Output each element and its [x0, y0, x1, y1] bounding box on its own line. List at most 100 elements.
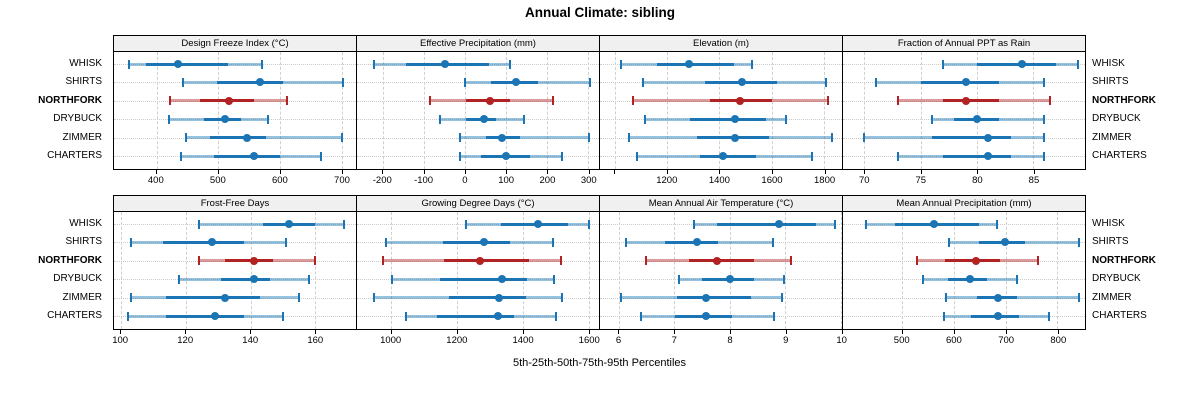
site-label-charters: CHARTERS	[1092, 310, 1147, 321]
row-gridline	[357, 156, 599, 157]
median-dot	[497, 275, 506, 284]
panel-band-bottom: Frost-Free Days Growing Degree Days (°C) M…	[112, 195, 1086, 350]
median-dot	[961, 78, 970, 87]
whisker-cap	[863, 133, 866, 143]
axis-tick	[464, 170, 466, 174]
axis-tick-label: 160	[307, 335, 324, 346]
whisker-cap	[625, 237, 628, 247]
header-strip-bottom: Frost-Free Days Growing Degree Days (°C) M…	[113, 195, 1086, 212]
tick-gridline	[976, 52, 978, 169]
whisker-cap	[197, 256, 200, 266]
tick-gridline	[280, 52, 282, 169]
axis-tick	[730, 330, 732, 334]
whisker-cap	[561, 151, 564, 161]
tick-gridline	[250, 212, 252, 329]
tick-gridline	[953, 212, 955, 329]
axis-tick	[456, 330, 458, 334]
whisker-cap	[916, 256, 919, 266]
median-dot	[221, 115, 230, 124]
row-gridline	[357, 137, 599, 139]
whisker-cap	[384, 237, 387, 247]
whisker-cap	[588, 133, 591, 143]
whisker-cap	[405, 311, 408, 321]
median-dot	[256, 78, 265, 87]
whisker-cap	[197, 219, 200, 229]
axis-tick	[423, 170, 425, 174]
whisker-cap	[1043, 151, 1046, 161]
tick-gridline	[522, 212, 524, 329]
site-label-shirts: SHIRTS	[1092, 76, 1129, 88]
axis-tick	[382, 170, 384, 174]
row-gridline	[114, 64, 356, 65]
whisker-cap	[342, 77, 345, 87]
range-25-75	[943, 154, 1011, 158]
tick-gridline	[391, 212, 393, 329]
axis-tick-label: 500	[209, 175, 226, 186]
axis-tick	[772, 170, 773, 174]
axis-tick-label: -200	[372, 175, 392, 186]
site-label-shirts: SHIRTS	[65, 236, 103, 248]
range-25-75	[163, 240, 245, 244]
median-dot	[972, 115, 981, 124]
tick-gridline	[920, 52, 922, 169]
whisker-cap	[945, 293, 948, 303]
axis-cell: -200 -100 0 100 200 300	[356, 170, 599, 190]
axis-tick	[824, 170, 826, 174]
axis-tick-label: 1400	[708, 175, 730, 186]
median-dot	[1017, 60, 1026, 68]
row-gridline	[114, 224, 356, 225]
median-dot	[1001, 238, 1010, 247]
whisker-cap	[810, 151, 813, 161]
range-25-75	[437, 314, 515, 318]
axis-tick	[341, 170, 343, 174]
axis-tick-label: 800	[1050, 335, 1067, 346]
site-label-charters: CHARTERS	[1092, 150, 1147, 161]
range-25-75	[665, 240, 718, 244]
whisker-cap	[677, 274, 680, 284]
site-label-shirts: SHIRTS	[65, 76, 103, 88]
axis-tick	[217, 170, 219, 174]
tick-gridline	[547, 52, 549, 169]
site-label-drybuck: DRYBUCK	[53, 273, 102, 285]
range-25-75	[690, 117, 766, 121]
axis-tick-label: 300	[580, 175, 597, 186]
tick-gridline	[823, 52, 825, 169]
whisker-cap	[179, 151, 182, 161]
tick-gridline	[1005, 212, 1007, 329]
tick-gridline	[218, 52, 220, 169]
axis-tick-label: 600	[271, 175, 288, 186]
whisker-cap	[281, 311, 284, 321]
median-dot	[475, 256, 484, 265]
axis-tick-label: 80	[972, 175, 983, 186]
whisker-cap	[620, 293, 623, 303]
median-dot	[249, 256, 258, 265]
median-dot	[207, 238, 216, 247]
range-25-75	[657, 62, 734, 66]
site-label-zimmer: ZIMMER	[1092, 291, 1132, 303]
range-25-75	[217, 80, 283, 84]
whisker-cap	[552, 274, 555, 284]
axis-tick	[250, 330, 252, 334]
range-5-95	[460, 136, 590, 140]
whisker-cap	[587, 219, 590, 229]
axis-tick	[589, 330, 591, 334]
range-25-75	[442, 240, 511, 244]
tick-gridline	[465, 52, 467, 169]
whisker-cap	[620, 59, 623, 69]
whisker-cap	[789, 256, 792, 266]
whisker-cap	[643, 114, 646, 124]
axis-tick	[618, 330, 620, 334]
panel-header: Growing Degree Days (°C)	[357, 196, 600, 211]
panel-title: Mean Annual Precipitation (mm)	[896, 198, 1032, 209]
axis-tick-label: 500	[893, 335, 910, 346]
axis-tick-label: 100	[498, 175, 515, 186]
whisker-cap	[830, 133, 833, 143]
range-25-75	[166, 314, 245, 318]
whisker-cap	[942, 59, 945, 69]
median-dot	[249, 275, 258, 284]
median-dot	[533, 220, 542, 228]
panel-7	[600, 212, 843, 329]
tick-gridline	[156, 52, 158, 169]
range-25-75	[931, 136, 1011, 140]
